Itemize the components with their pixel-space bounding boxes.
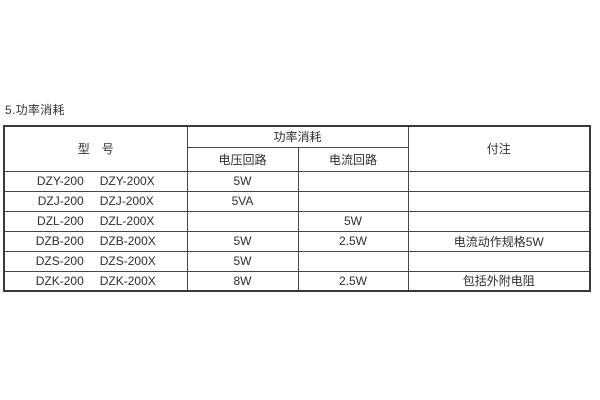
note-cell [407,210,591,232]
model-standard: DZJ-200 [37,194,84,208]
model-cell: DZB-200 DZB-200X [3,230,188,252]
header-row-top: 型 号 功率消耗 付注 [3,125,591,172]
current-cell: 5W [297,210,409,232]
header-current-circuit: 电流回路 [297,146,409,172]
voltage-cell [186,210,299,232]
header-row-sub: 电压回路 电流回路 [4,146,590,172]
table-row: DZJ-200 DZJ-200X 5VA [3,190,591,212]
current-cell [297,250,409,272]
table-row: DZL-200 DZL-200X 5W [3,210,591,232]
table-row: DZB-200 DZB-200X 5W 2.5W 电流动作规格5W [3,230,591,252]
model-cell: DZJ-200 DZJ-200X [3,190,188,212]
model-cell: DZL-200 DZL-200X [3,210,188,232]
model-variant: DZJ-200X [99,194,154,208]
note-cell [407,250,591,272]
note-cell: 电流动作规格5W [407,230,591,252]
table-row: DZS-200 DZS-200X 5W [3,250,591,272]
model-cell: DZS-200 DZS-200X [3,250,188,272]
model-pair: DZK-200 DZK-200X [5,273,186,288]
current-cell: 2.5W [297,230,409,252]
header-notes: 付注 [407,125,591,172]
model-variant: DZL-200X [99,214,155,228]
model-standard: DZB-200 [35,234,84,248]
model-pair: DZB-200 DZB-200X [5,234,186,248]
header-model: 型 号 [3,125,188,172]
current-cell [297,170,409,192]
current-cell: 2.5W [297,270,409,292]
voltage-cell: 5W [186,230,299,252]
note-cell: 包括外附电阻 [407,270,591,292]
note-cell [407,190,591,212]
header-voltage-circuit: 电压回路 [186,146,299,172]
model-cell: DZY-200 DZY-200X [3,170,188,192]
voltage-cell: 5W [186,250,299,272]
model-pair: DZS-200 DZS-200X [5,254,186,268]
header-power-group: 功率消耗 [186,125,409,148]
model-pair: DZJ-200 DZJ-200X [5,194,186,208]
model-standard: DZY-200 [36,174,84,188]
table-row: DZK-200 DZK-200X 8W 2.5W 包括外附电阻 [3,270,591,292]
note-cell [407,170,591,192]
voltage-cell: 8W [186,270,299,292]
model-standard: DZL-200 [37,214,84,228]
voltage-cell: 5VA [186,190,299,212]
model-variant: DZY-200X [99,174,155,188]
table-row: DZY-200 DZY-200X 5W [3,170,591,192]
model-variant: DZB-200X [99,234,156,248]
power-consumption-table: 型 号 功率消耗 付注 电压回路 电流回路 DZY-200 DZY-200X 5… [3,125,592,292]
model-pair: DZL-200 DZL-200X [5,214,186,228]
model-cell: DZK-200 DZK-200X [3,270,188,292]
model-standard: DZS-200 [35,254,84,268]
voltage-cell: 5W [186,170,299,192]
model-pair: DZY-200 DZY-200X [5,174,186,188]
model-standard: DZK-200 [35,273,84,288]
section-title: 5.功率消耗 [5,103,65,117]
model-variant: DZK-200X [99,273,156,288]
current-cell [297,190,409,212]
model-variant: DZS-200X [99,254,156,268]
